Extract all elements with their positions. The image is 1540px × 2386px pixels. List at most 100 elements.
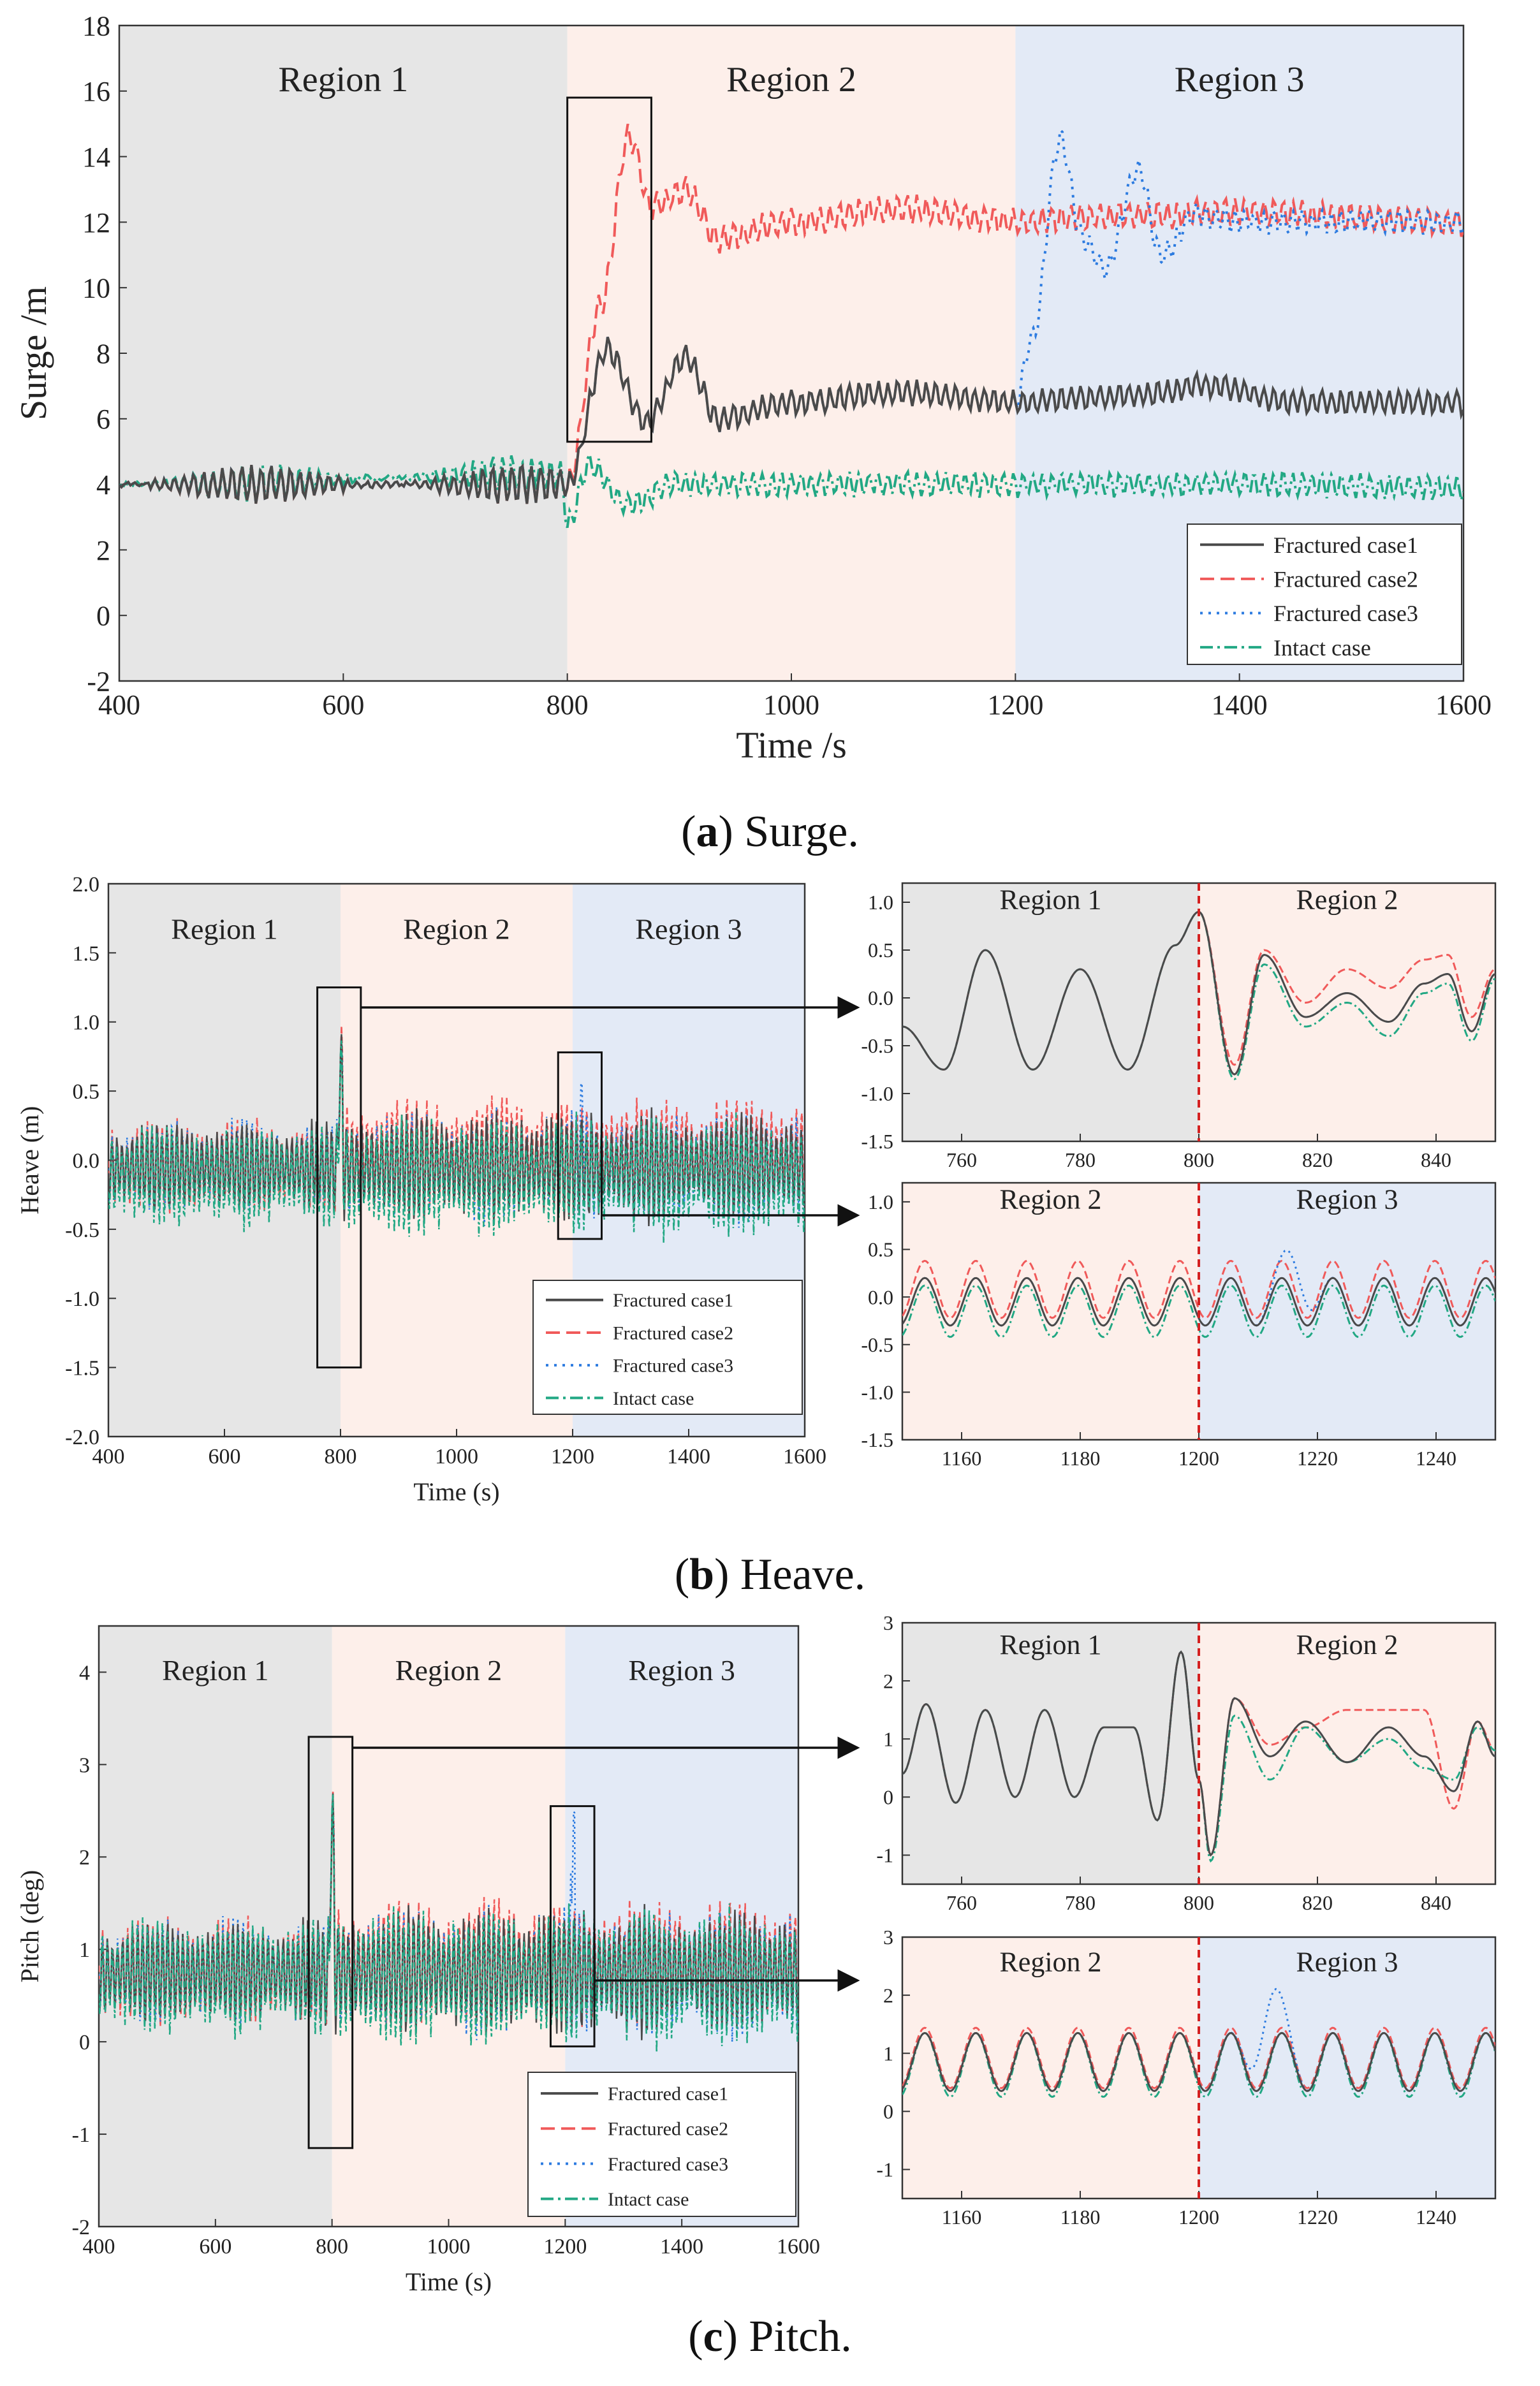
region-label: Region 1 <box>278 60 408 99</box>
series-line <box>108 1025 805 1215</box>
legend-label: Fractured case3 <box>1273 601 1418 626</box>
region-label: Region 2 <box>403 913 510 946</box>
x-tick-label: 600 <box>322 689 364 721</box>
x-tick-label: 820 <box>1302 1891 1333 1914</box>
y-tick-label: 1.5 <box>73 942 100 965</box>
y-tick-label: 0.0 <box>73 1149 100 1173</box>
x-tick-label: 1600 <box>777 2235 820 2258</box>
y-tick-label: 1 <box>883 1727 893 1750</box>
y-tick-label: 0 <box>883 2100 893 2123</box>
x-tick-label: 600 <box>209 1445 241 1468</box>
caption-a-letter: a <box>696 807 719 856</box>
y-tick-label: -1.0 <box>861 1082 893 1105</box>
x-tick-label: 1400 <box>667 1445 710 1468</box>
legend-label: Intact case <box>1273 635 1371 661</box>
x-tick-label: 800 <box>325 1445 357 1468</box>
x-tick-label: 760 <box>946 1891 977 1914</box>
x-tick-label: 1240 <box>1416 1447 1456 1470</box>
region-label: Region 2 <box>1296 884 1398 916</box>
highlight-box <box>316 986 362 1369</box>
series-line <box>99 1794 798 2053</box>
y-tick-label: -0.5 <box>861 1333 893 1356</box>
region-label: Region 3 <box>635 913 742 946</box>
y-tick-label: -0.5 <box>861 1034 893 1057</box>
region-band <box>902 1183 1199 1440</box>
legend-label: Fractured case2 <box>608 2119 728 2140</box>
highlight-box <box>549 1805 596 2047</box>
x-axis-label: Time (s) <box>413 1477 499 1506</box>
y-tick-label: 0 <box>79 2031 90 2054</box>
x-tick-label: 780 <box>1065 1148 1096 1171</box>
y-tick-label: 2 <box>79 1846 90 1870</box>
legend-box <box>1187 523 1462 665</box>
region-label: Region 2 <box>1296 1629 1398 1660</box>
y-tick-label: 18 <box>82 10 110 41</box>
region-label: Region 2 <box>999 1183 1101 1215</box>
y-tick-label: -2 <box>72 2216 90 2239</box>
series-line <box>902 1284 1495 1338</box>
y-tick-label: 1 <box>883 2042 893 2065</box>
y-tick-label: 0 <box>96 601 110 632</box>
region-band <box>332 1626 566 2227</box>
region-label: Region 3 <box>1296 1183 1398 1215</box>
y-tick-label: 6 <box>96 404 110 435</box>
x-tick-label: 800 <box>1184 1148 1214 1171</box>
caption-b-text: Heave. <box>740 1550 866 1599</box>
x-tick-label: 1220 <box>1297 1447 1338 1470</box>
y-axis-label: Heave (m) <box>15 1106 44 1215</box>
legend-label: Fractured case1 <box>613 1290 733 1311</box>
caption-c: (c) Pitch. <box>0 2311 1540 2362</box>
caption-b: (b) Heave. <box>0 1549 1540 1600</box>
highlight-box <box>307 1736 354 2149</box>
x-tick-label: 1600 <box>1435 689 1492 721</box>
region-band <box>119 26 568 681</box>
x-tick-label: 1400 <box>660 2235 703 2258</box>
y-tick-label: 3 <box>883 1611 893 1634</box>
y-tick-label: 3 <box>883 1926 893 1949</box>
y-tick-label: -1.5 <box>861 1428 893 1451</box>
y-tick-label: 1.0 <box>868 1190 893 1213</box>
series-line <box>902 2031 1495 2098</box>
caption-a-text: Surge. <box>744 807 859 856</box>
legend-label: Fractured case1 <box>608 2084 728 2105</box>
x-tick-label: 1200 <box>543 2235 587 2258</box>
x-tick-label: 1600 <box>783 1445 826 1468</box>
region-band <box>1199 883 1495 1141</box>
region-label: Region 3 <box>1175 60 1305 99</box>
y-tick-label: -1.0 <box>861 1381 893 1404</box>
y-tick-label: 2 <box>883 1984 893 2007</box>
x-tick-label: 840 <box>1421 1891 1451 1914</box>
x-tick-label: 1160 <box>942 1447 982 1470</box>
caption-c-paren-open: ( <box>688 2312 703 2361</box>
y-tick-label: 0.5 <box>868 1238 893 1261</box>
y-tick-label: 2 <box>883 1669 893 1692</box>
x-tick-label: 400 <box>83 2235 115 2258</box>
y-tick-label: 1.0 <box>868 891 893 914</box>
y-tick-label: -0.5 <box>65 1219 99 1242</box>
caption-c-paren-close: ) <box>722 2312 738 2361</box>
y-tick-label: 4 <box>79 1661 90 1685</box>
x-tick-label: 760 <box>946 1148 977 1171</box>
y-tick-label: 14 <box>82 142 110 173</box>
y-tick-label: -1 <box>72 2123 90 2147</box>
y-tick-label: 0.5 <box>868 939 893 962</box>
chart-pitch_zoom1: 760 780 800 820 840 -1 0 1 2 3 Region 1 Region 2 <box>876 1611 1497 1914</box>
x-tick-label: 1000 <box>435 1445 478 1468</box>
x-axis-label: Time /s <box>736 724 847 766</box>
x-tick-label: 1200 <box>987 689 1043 721</box>
x-tick-label: 400 <box>92 1445 125 1468</box>
y-tick-label: 1.0 <box>73 1011 100 1035</box>
y-tick-label: 10 <box>82 273 110 304</box>
highlight-box <box>557 1051 603 1240</box>
y-tick-label: 0 <box>883 1786 893 1809</box>
y-tick-label: 0.5 <box>73 1080 100 1104</box>
x-tick-label: 1200 <box>551 1445 594 1468</box>
x-tick-label: 840 <box>1421 1148 1451 1171</box>
x-tick-label: 1160 <box>942 2206 982 2229</box>
caption-c-letter: c <box>703 2312 723 2361</box>
caption-b-letter: b <box>689 1550 715 1599</box>
y-tick-label: 0.0 <box>868 986 893 1009</box>
chart-heave_zoom1: 760 780 800 820 840 -1.5 -1.0 -0.5 0.0 0.5 1.0 Regi… <box>861 882 1497 1171</box>
x-tick-label: 1000 <box>427 2235 471 2258</box>
x-tick-label: 800 <box>316 2235 348 2258</box>
